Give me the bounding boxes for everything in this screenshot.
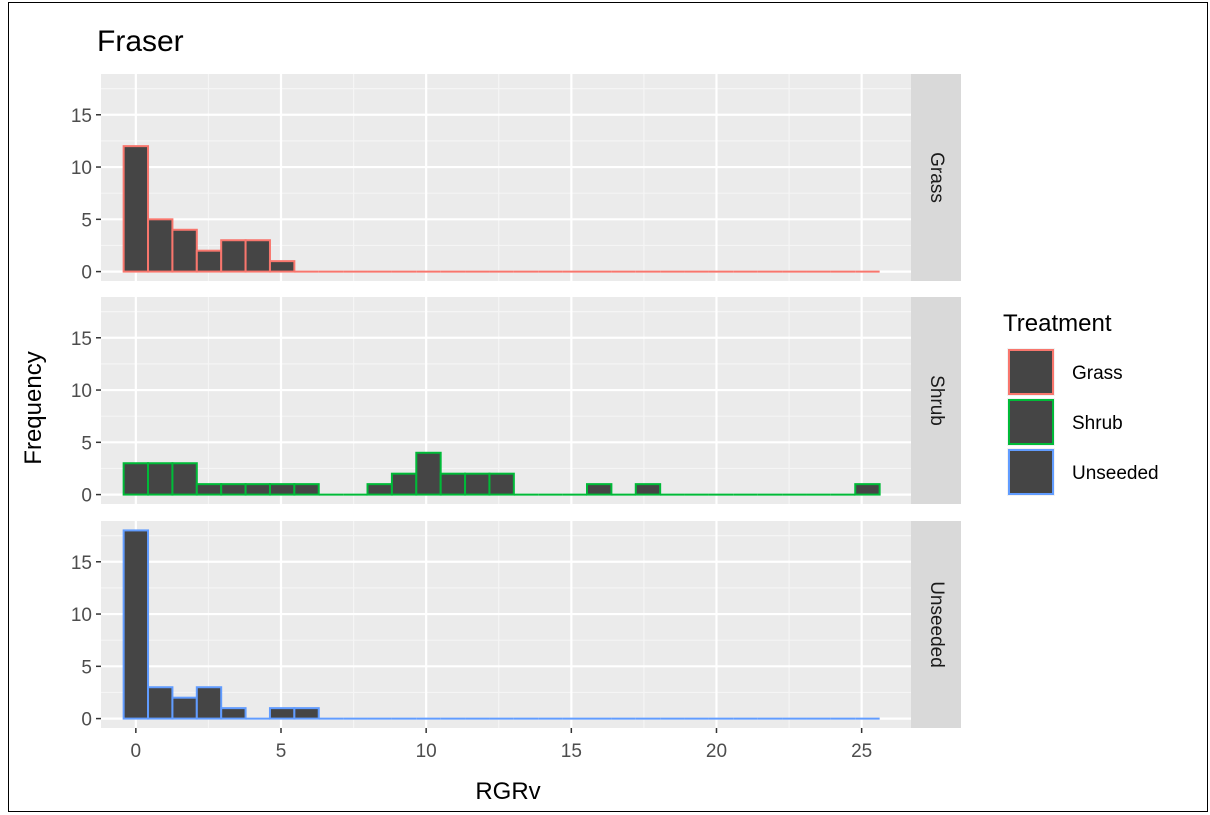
y-tick-label: 10 bbox=[71, 158, 92, 179]
x-tick-label: 20 bbox=[706, 741, 727, 762]
legend-item-unseeded: Unseeded bbox=[1007, 448, 1159, 496]
facet-strip-label: Grass bbox=[926, 152, 947, 203]
y-tick-label: 5 bbox=[81, 657, 92, 678]
histogram-bar bbox=[244, 483, 271, 496]
histogram-bar bbox=[195, 483, 223, 496]
histogram-bar bbox=[586, 483, 613, 496]
histogram-bar bbox=[171, 696, 198, 720]
legend-label: Grass bbox=[1072, 363, 1123, 384]
legend-label: Unseeded bbox=[1072, 463, 1159, 484]
facet-strip bbox=[911, 521, 961, 728]
legend-key-swatch bbox=[1008, 349, 1054, 395]
legend-title: Treatment bbox=[1003, 310, 1112, 337]
facet-strip bbox=[911, 74, 961, 281]
histogram-bar bbox=[464, 472, 491, 496]
facet-panels: 0 5 10 15 Grass 0 5 10 15 Shrub 0 5 10 15 Unseeded bbox=[71, 74, 961, 731]
y-tick-label: 15 bbox=[71, 329, 92, 350]
y-tick-label: 0 bbox=[81, 486, 92, 507]
histogram-bar bbox=[171, 228, 198, 273]
faceted-histogram: Fraser Frequency RGRv 0 5 10 15 Grass 0 5 10 15 S… bbox=[20, 25, 1159, 805]
histogram-bar bbox=[122, 462, 150, 496]
y-axis-title: Frequency bbox=[20, 351, 47, 464]
histogram-bar bbox=[390, 472, 418, 496]
legend: Treatment Grass Shrub Unseeded bbox=[1003, 310, 1159, 496]
y-tick-label: 0 bbox=[81, 263, 92, 284]
legend-key-swatch bbox=[1008, 449, 1054, 495]
legend-key-swatch bbox=[1008, 399, 1054, 445]
histogram-bar bbox=[415, 451, 442, 496]
histogram-bar bbox=[293, 707, 320, 720]
x-tick-label: 25 bbox=[851, 741, 872, 762]
panel-shrub: 0 5 10 15 Shrub bbox=[71, 297, 961, 507]
y-tick-label: 5 bbox=[81, 433, 92, 454]
legend-label: Shrub bbox=[1072, 413, 1123, 434]
y-tick-label: 0 bbox=[81, 710, 92, 731]
histogram-bar bbox=[195, 249, 223, 273]
panel-grass: 0 5 10 15 Grass bbox=[71, 74, 961, 284]
histogram-bar bbox=[171, 462, 198, 496]
x-tick-label: 5 bbox=[276, 741, 287, 762]
histogram-bar bbox=[634, 483, 662, 496]
histogram-bar bbox=[268, 483, 296, 496]
histogram-bar bbox=[488, 472, 515, 496]
histogram-bar bbox=[122, 145, 150, 273]
y-tick-label: 10 bbox=[71, 381, 92, 402]
histogram-bar bbox=[366, 483, 393, 496]
facet-strip-label: Shrub bbox=[926, 375, 947, 426]
facet-strip bbox=[911, 297, 961, 504]
panel-background bbox=[101, 521, 911, 728]
panel-background bbox=[101, 297, 911, 504]
x-tick-label: 0 bbox=[131, 741, 142, 762]
facet-strip-label: Unseeded bbox=[926, 581, 947, 668]
x-tick-label: 15 bbox=[561, 741, 582, 762]
histogram-bar bbox=[439, 472, 467, 496]
panel-unseeded: 0 5 10 15 Unseeded bbox=[71, 521, 961, 731]
y-tick-label: 15 bbox=[71, 553, 92, 574]
histogram-bar bbox=[268, 707, 296, 720]
x-axis-title: RGRv bbox=[475, 778, 540, 805]
y-tick-label: 10 bbox=[71, 605, 92, 626]
histogram-bar bbox=[122, 529, 150, 720]
histogram-bar bbox=[220, 707, 247, 720]
legend-item-grass: Grass bbox=[1007, 348, 1123, 396]
chart-frame: Fraser Frequency RGRv 0 5 10 15 Grass 0 5 10 15 S… bbox=[8, 2, 1208, 812]
y-tick-label: 5 bbox=[81, 210, 92, 231]
histogram-bar bbox=[147, 462, 174, 496]
chart-title: Fraser bbox=[97, 25, 184, 58]
histogram-bar bbox=[195, 686, 223, 720]
x-axis: 0 5 10 15 20 25 bbox=[131, 728, 872, 762]
histogram-bar bbox=[220, 239, 247, 273]
legend-item-shrub: Shrub bbox=[1007, 398, 1123, 446]
histogram-bar bbox=[220, 483, 247, 496]
histogram-bar bbox=[147, 218, 174, 273]
histogram-bar bbox=[854, 483, 881, 496]
x-tick-label: 10 bbox=[416, 741, 437, 762]
y-tick-label: 15 bbox=[71, 106, 92, 127]
histogram-bar bbox=[147, 686, 174, 720]
histogram-bar bbox=[293, 483, 320, 496]
histogram-bar bbox=[244, 239, 271, 273]
histogram-bar bbox=[268, 260, 296, 273]
